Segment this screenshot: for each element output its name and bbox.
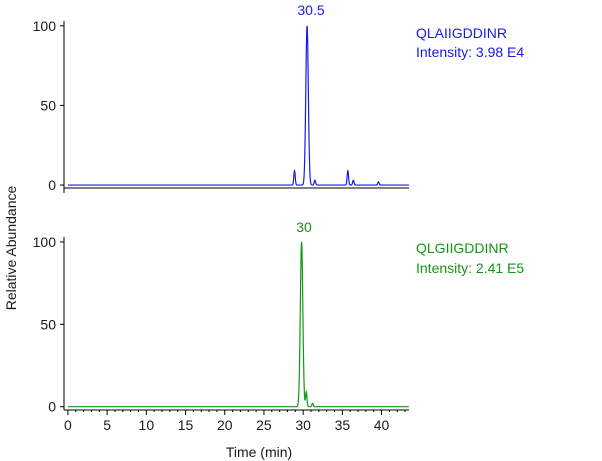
top-y-tick-label: 0	[48, 177, 56, 193]
x-tick-label: 10	[139, 417, 155, 433]
bottom-y-tick-label: 50	[40, 316, 56, 332]
bottom-panel: 0 50 100 0 5 10 15 20 25 30 35 40	[33, 234, 409, 433]
x-tick-label: 5	[103, 417, 111, 433]
bottom-peak-label: 30	[296, 219, 312, 235]
top-chromatogram-trace	[67, 25, 409, 186]
top-intensity-label: Intensity: 3.98 E4	[416, 44, 524, 60]
x-tick-label: 40	[374, 417, 390, 433]
bottom-intensity-label: Intensity: 2.41 E5	[416, 260, 524, 276]
top-y-tick-label: 50	[40, 97, 56, 113]
top-peak-label: 30.5	[297, 2, 324, 18]
top-peptide-label: QLAIIGDDINR	[416, 25, 507, 41]
x-tick-label: 0	[64, 417, 72, 433]
bottom-y-tick-label: 0	[48, 399, 56, 415]
x-tick-label: 15	[178, 417, 194, 433]
x-tick-label: 35	[335, 417, 351, 433]
bottom-chromatogram-trace	[67, 241, 409, 408]
top-y-tick-label: 100	[33, 18, 57, 34]
bottom-peptide-label: QLGIIGDDINR	[416, 240, 509, 256]
bottom-y-tick-label: 100	[33, 234, 57, 250]
x-tick-label: 30	[295, 417, 311, 433]
top-panel: 0 50 100	[33, 18, 409, 193]
x-tick-label: 20	[217, 417, 233, 433]
x-tick-label: 25	[256, 417, 272, 433]
x-axis-title: Time (min)	[226, 444, 292, 460]
y-axis-title: Relative Abundance	[3, 186, 19, 311]
